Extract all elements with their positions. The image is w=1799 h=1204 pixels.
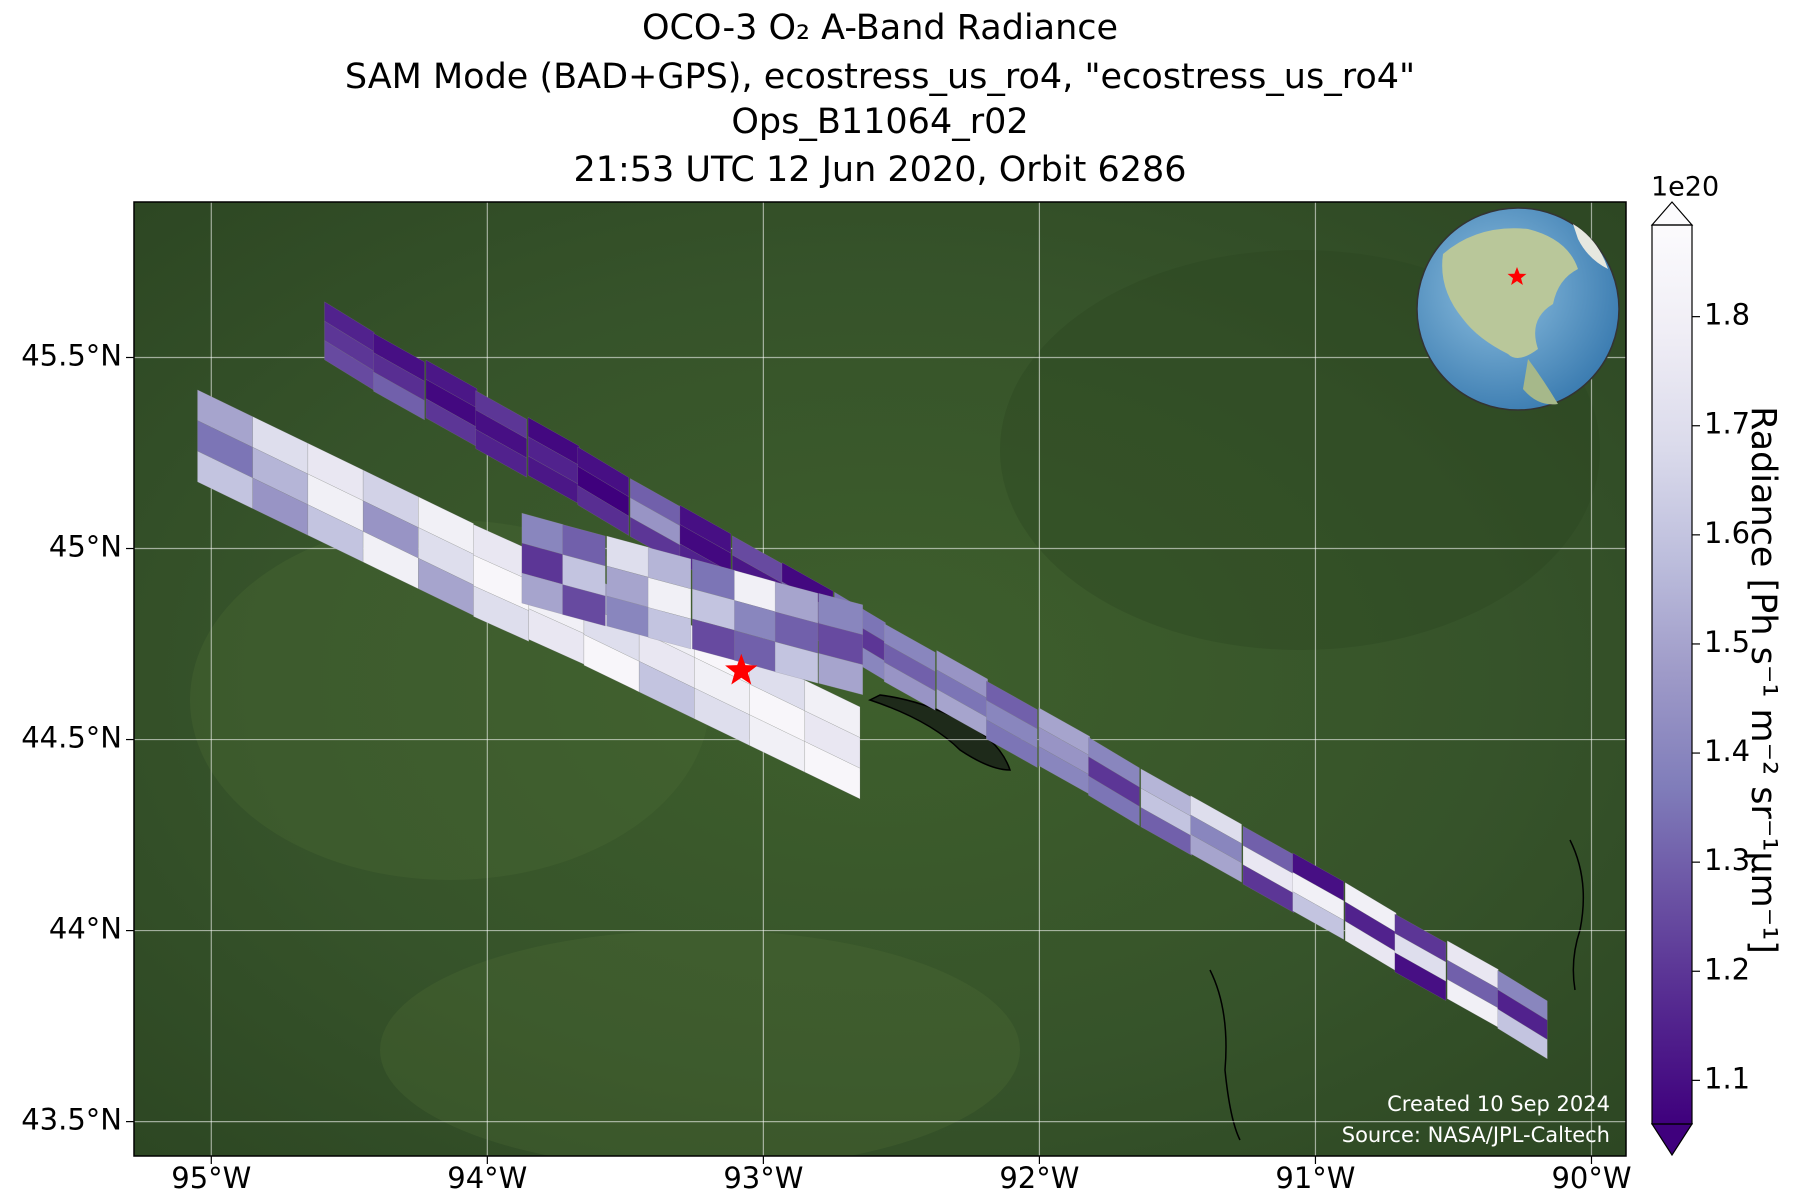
globe-land [1573,224,1608,269]
swath-cell [1394,952,1447,1001]
x-tick-label: 95°W [171,1161,251,1195]
title-line: 21:53 UTC 12 Jun 2020, Orbit 6286 [573,150,1186,190]
swath-cell [1140,807,1193,856]
x-tick-label: 91°W [1275,1161,1355,1195]
colorbar-extend-top [1650,201,1694,226]
swath-cell [577,485,630,536]
colorbar-offset: 1e20 [1651,172,1719,203]
swath-cell [475,428,527,478]
globe-land [1523,359,1558,405]
annotation: Created 10 Sep 2024 [1387,1092,1610,1116]
colorbar-frame [1651,224,1693,1125]
swath-cell [473,585,529,642]
y-tick-label: 44.5°N [21,721,122,755]
title-line: OCO-3 O₂ A-Band Radiance [642,8,1118,48]
swath-cell [1190,833,1242,883]
colorbar-tick-label: 1.6 [1704,516,1750,550]
map-area [134,202,1626,1156]
swath-cell [1242,864,1295,914]
y-tick-label: 44°N [49,912,122,946]
terrain-shade [380,930,1020,1156]
y-tick-label: 45.5°N [21,338,122,372]
colorbar-tick-label: 1.3 [1704,843,1750,877]
colorbar-extend-bottom [1650,1123,1694,1157]
swath-cell [774,641,819,684]
colorbar-label: Radiance [Ph s⁻¹ m⁻² sr⁻¹μm⁻¹] [1743,406,1783,954]
swath-cell [883,661,936,711]
globe-inset [1416,207,1620,411]
swath-cell [804,741,861,800]
river-outline [1209,969,1241,1141]
swath-cell [373,371,425,421]
annotation: Source: NASA/JPL-Caltech [1342,1123,1610,1147]
title-line: SAM Mode (BAD+GPS), ecostress_us_ro4, "e… [345,57,1415,97]
y-tick-label: 43.5°N [21,1103,122,1137]
swath-cell [647,607,692,650]
y-tick-label: 45°N [49,530,122,564]
swath-cell [1497,1008,1548,1060]
x-tick-label: 94°W [447,1161,527,1195]
swath-cell [1292,891,1344,940]
globe-star [1507,267,1527,285]
x-tick-label: 93°W [723,1161,803,1195]
colorbar: 1.1 1.2 1.3 1.4 1.5 1.6 1.7 1.8 [1650,201,1750,1157]
swath-cells [197,301,1548,1060]
colorbar-tick-label: 1.7 [1704,407,1750,441]
colorbar-gradient [1652,225,1692,1124]
globe-land [1442,228,1578,359]
colorbar-tick-label: 1.4 [1704,734,1750,768]
swath-cell [818,653,863,696]
site-marker [725,653,758,685]
colorbar-tick-label: 1.5 [1704,625,1750,659]
title-line: Ops_B11064_r02 [731,102,1028,142]
river-outline [1569,839,1585,991]
colorbar-tick-label: 1.1 [1704,1061,1750,1095]
lake-outline [868,694,1012,771]
colorbar-tick-label: 1.2 [1704,952,1750,986]
x-tick-label: 90°W [1551,1161,1631,1195]
map-frame [133,201,1627,1157]
x-tick-label: 92°W [999,1161,1079,1195]
swath-cell [562,584,606,627]
swath-cell [986,719,1038,768]
colorbar-tick-label: 1.8 [1704,298,1750,332]
swath-cell [1088,775,1140,827]
